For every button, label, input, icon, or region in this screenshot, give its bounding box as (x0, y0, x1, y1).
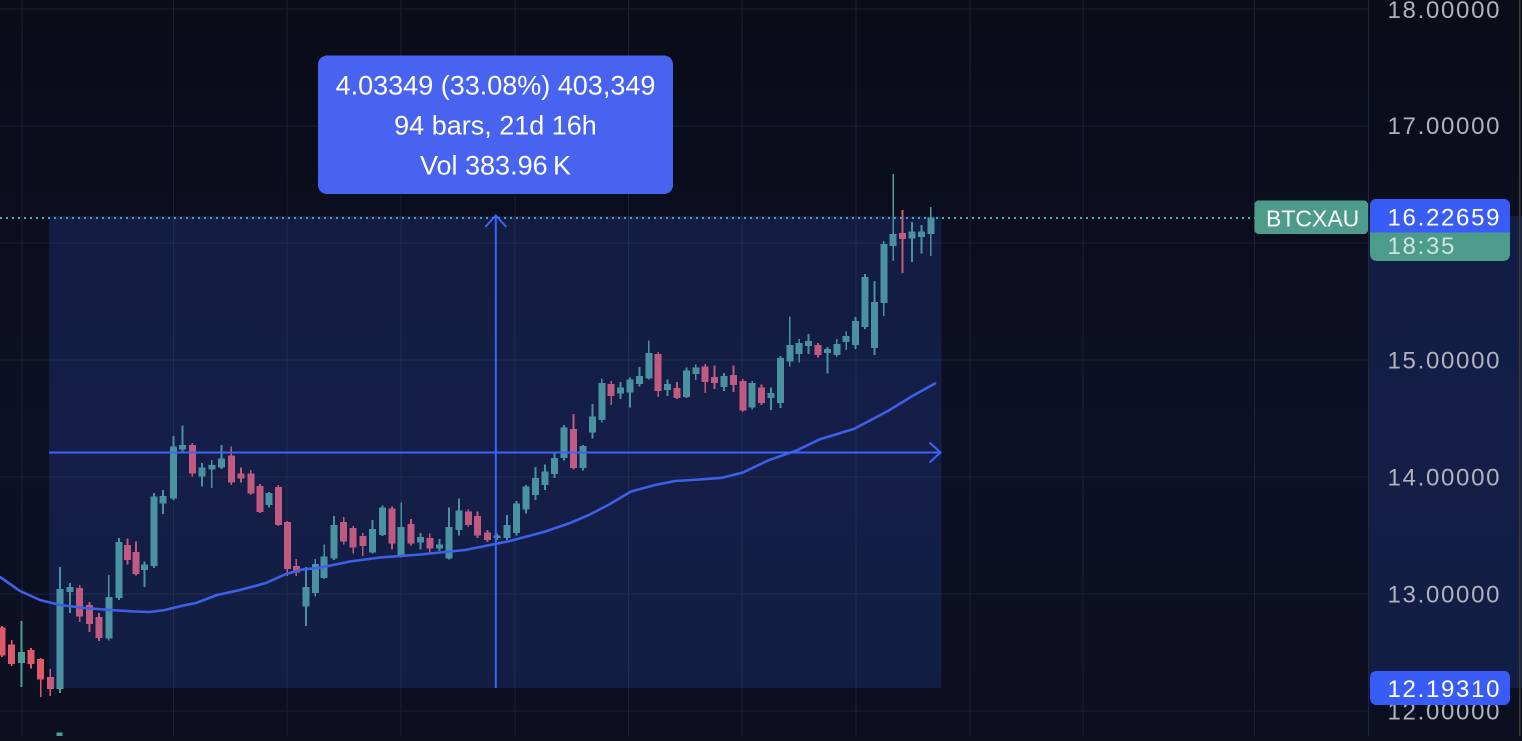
svg-text:17.00000: 17.00000 (1388, 113, 1502, 140)
svg-text:12.19310: 12.19310 (1388, 676, 1502, 703)
svg-text:13.00000: 13.00000 (1388, 582, 1502, 609)
svg-text:18:35: 18:35 (1388, 233, 1457, 260)
svg-text:16.22659: 16.22659 (1388, 204, 1502, 231)
svg-text:14.00000: 14.00000 (1388, 465, 1502, 492)
svg-text:4.03349 (33.08%) 403,349: 4.03349 (33.08%) 403,349 (336, 71, 656, 101)
svg-text:18.00000: 18.00000 (1388, 0, 1502, 24)
svg-text:94 bars, 21d 16h: 94 bars, 21d 16h (394, 111, 597, 141)
svg-text:Vol 383.96 K: Vol 383.96 K (420, 151, 571, 181)
svg-text:BTCXAU: BTCXAU (1266, 206, 1359, 232)
svg-text:15.00000: 15.00000 (1388, 348, 1502, 375)
